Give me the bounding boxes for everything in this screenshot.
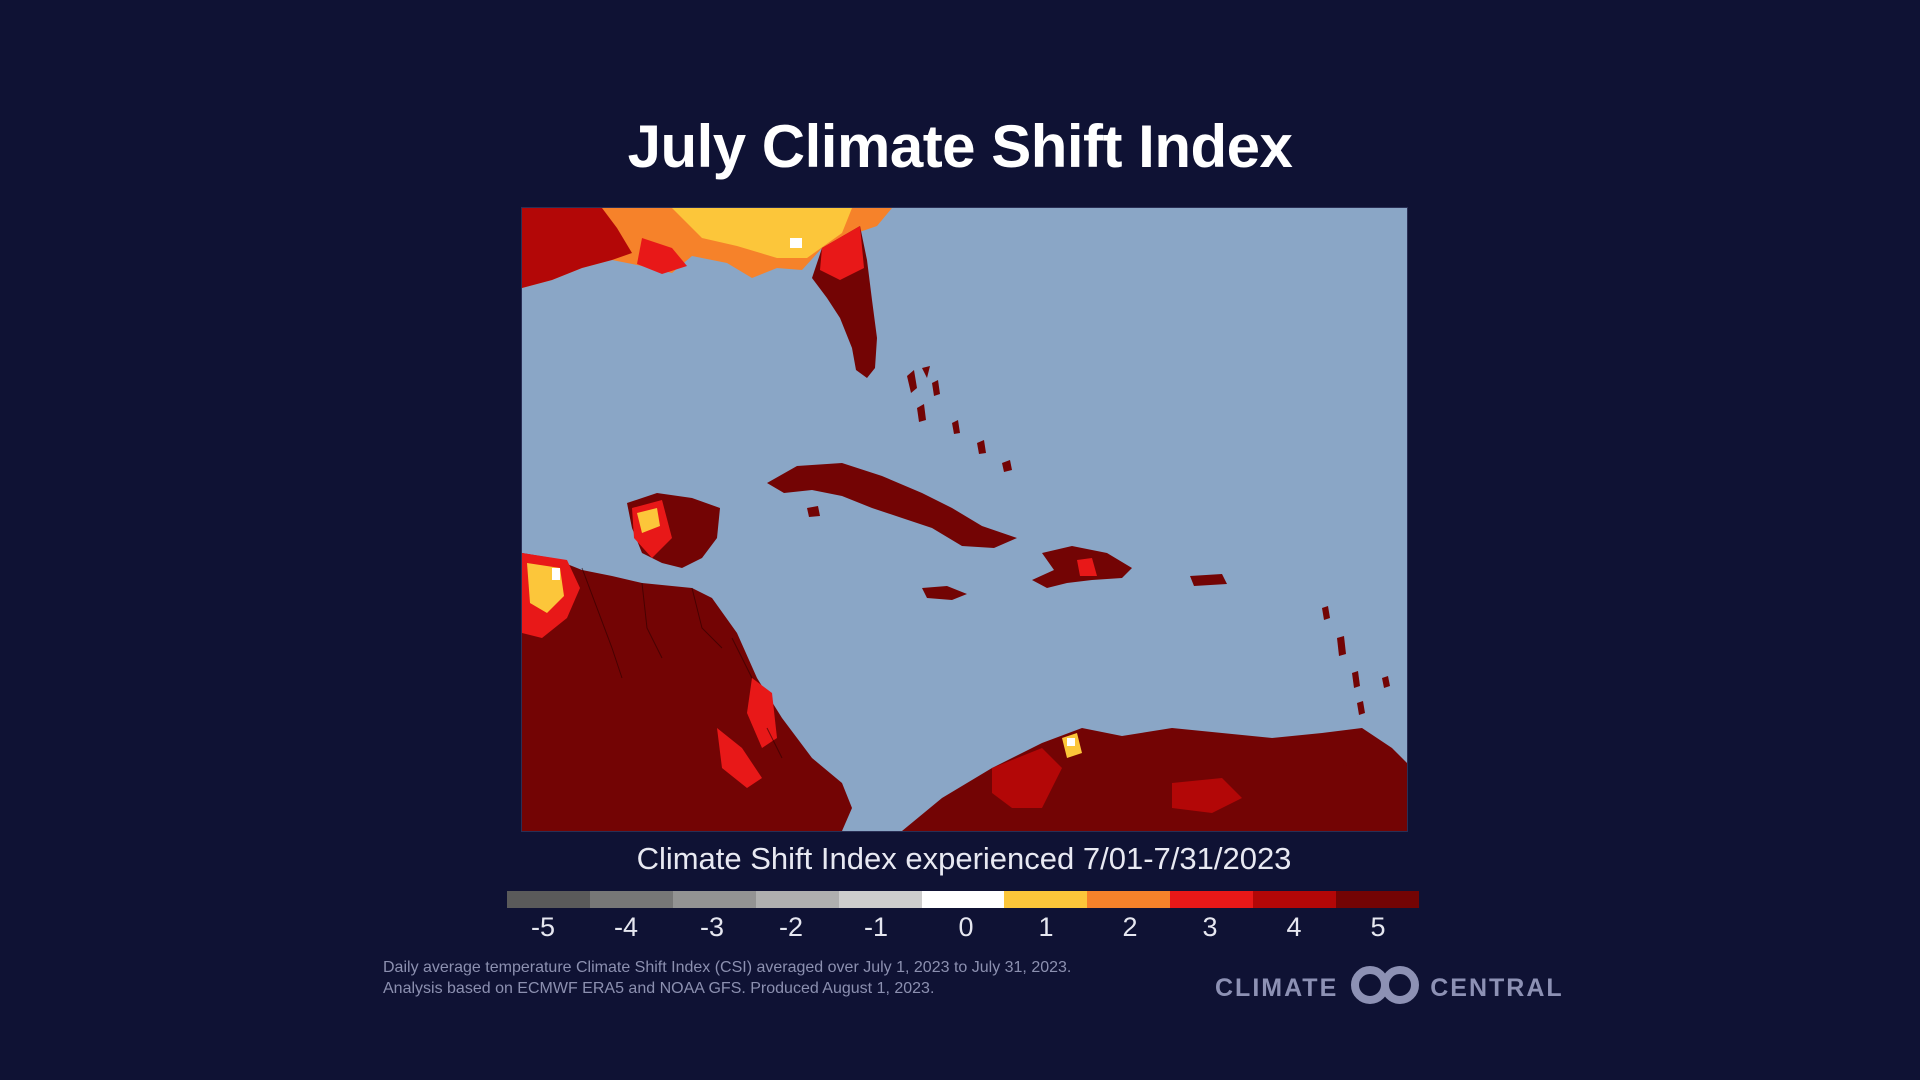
- legend-label: 2: [1122, 912, 1138, 942]
- bahamas-5: [952, 420, 960, 434]
- lesser-antilles-2: [1337, 636, 1346, 656]
- borders: [581, 567, 783, 759]
- brand-left: CLIMATE: [1215, 973, 1339, 1002]
- yucatan-mild: [637, 508, 660, 533]
- legend-label: -5: [530, 912, 555, 942]
- legend-label: -1: [863, 912, 888, 942]
- legend-swatch: [1004, 891, 1088, 908]
- footnote: Daily average temperature Climate Shift …: [383, 957, 1143, 999]
- cuba: [767, 463, 1017, 548]
- lesser-antilles-3: [1352, 671, 1360, 688]
- legend-label: 5: [1370, 912, 1386, 942]
- footnote-line-2: Analysis based on ECMWF ERA5 and NOAA GF…: [383, 980, 935, 997]
- brand-right: CENTRAL: [1430, 973, 1564, 1002]
- legend-label: 0: [958, 912, 974, 942]
- legend-swatch: [921, 891, 1005, 908]
- bahamas-2: [922, 366, 930, 378]
- hot-spot-georgia: [790, 238, 802, 248]
- isle-of-youth: [807, 506, 820, 517]
- legend-label: 4: [1286, 912, 1302, 942]
- lesser-antilles-1: [1322, 606, 1330, 620]
- csi-map: [521, 207, 1408, 832]
- venezuela-warm: [1172, 778, 1242, 813]
- climate-central-logo: CLIMATE CENTRAL: [1215, 965, 1564, 1008]
- legend-label: 3: [1202, 912, 1218, 942]
- puerto-rico: [1190, 574, 1227, 586]
- infinity-rings-icon: [1348, 965, 1422, 1012]
- legend-swatch: [755, 891, 839, 908]
- nicaragua-warm: [747, 678, 777, 748]
- legend-labels: -5 -4 -3 -2 -1 0 1 2 3 4 5: [507, 912, 1419, 946]
- legend-label: 1: [1038, 912, 1054, 942]
- legend-swatch: [1253, 891, 1337, 908]
- hot-spot-mexico: [552, 568, 560, 580]
- legend-title: Climate Shift Index experienced 7/01-7/3…: [636, 841, 1292, 876]
- lesser-antilles-4: [1357, 701, 1365, 715]
- bahamas-3: [932, 380, 940, 396]
- bahamas-4: [917, 404, 926, 422]
- legend-swatch: [1170, 891, 1254, 908]
- legend-label: -4: [613, 912, 638, 942]
- us-gulf-coast-hot: [522, 208, 632, 288]
- legend-swatch: [589, 891, 673, 908]
- bahamas-6: [977, 440, 986, 454]
- louisiana-hot: [637, 238, 687, 274]
- legend-swatch: [838, 891, 922, 908]
- footnote-line-1: Daily average temperature Climate Shift …: [383, 959, 1072, 976]
- florida-north: [820, 226, 864, 280]
- costa-rica-warm: [717, 728, 762, 788]
- trinidad: [1342, 748, 1360, 766]
- legend-label: -3: [699, 912, 724, 942]
- legend-color-bar: [507, 891, 1419, 908]
- legend-swatch: [672, 891, 756, 908]
- central-america: [522, 553, 852, 831]
- colombia-warm: [992, 748, 1062, 808]
- jamaica: [922, 586, 967, 600]
- bahamas-7: [1002, 460, 1012, 472]
- legend-swatch: [1336, 891, 1419, 908]
- hispaniola-hot: [1077, 558, 1097, 576]
- page-title: July Climate Shift Index: [627, 113, 1293, 180]
- us-gulf-coast-mild: [672, 208, 852, 258]
- legend-swatch: [507, 891, 590, 908]
- legend-swatch: [1087, 891, 1171, 908]
- legend-label: -2: [778, 912, 803, 942]
- lesser-antilles-5: [1382, 676, 1390, 688]
- bahamas-1: [907, 370, 917, 393]
- hot-spot-guajira: [1067, 738, 1075, 746]
